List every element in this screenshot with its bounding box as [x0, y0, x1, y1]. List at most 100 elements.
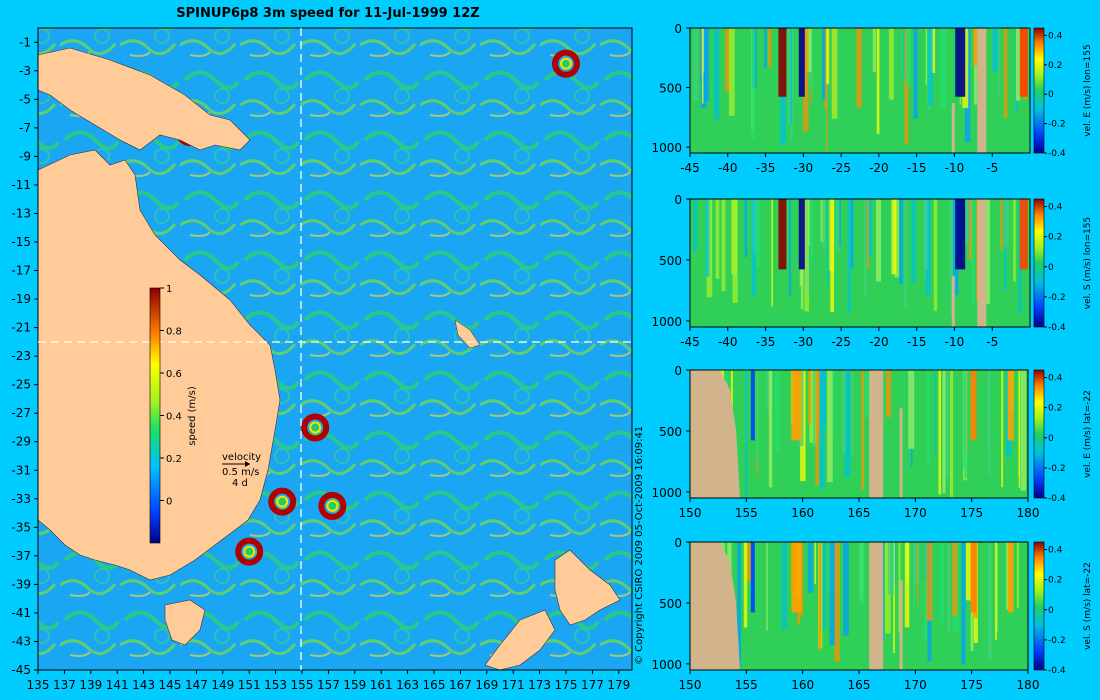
map-x-tick-label: 155 [291, 678, 314, 692]
section-jet [791, 370, 802, 441]
section-land [977, 199, 987, 327]
velocity-colorbar-tick-label: -0.2 [1048, 636, 1066, 646]
section-stripe [898, 199, 903, 284]
map-y-tick-label: -37 [11, 549, 31, 563]
section-stripe [790, 28, 793, 126]
section-panel-section-south-lon155: -45 -40 -35 -30 -25 -20 -15 -10 -5 0 500 1000 0.4 0.2… [651, 193, 1093, 349]
section-stripe [952, 542, 958, 616]
velocity-colorbar-tick-label: 0.4 [1048, 203, 1063, 213]
section-x-tick-label: 150 [679, 506, 702, 520]
velocity-key-arrowhead [245, 461, 250, 467]
section-x-tick-label: -30 [794, 335, 814, 349]
section-stripe [866, 199, 869, 269]
section-x-tick-label: 155 [735, 506, 758, 520]
section-stripe [766, 370, 771, 411]
map-y-tick-label: -27 [11, 406, 31, 420]
section-stripe [827, 199, 829, 284]
section-stripe [781, 542, 787, 630]
section-land [869, 542, 884, 670]
section-stripe [904, 542, 910, 628]
section-stripe [987, 542, 992, 661]
section-stripe [882, 542, 885, 641]
section-stripe [928, 28, 933, 106]
map-y-tick-label: -41 [11, 606, 31, 620]
velocity-colorbar-tick-label: 0.2 [1048, 61, 1062, 71]
section-jet [1019, 199, 1028, 270]
section-stripe [933, 199, 938, 312]
map-y-tick-label: -25 [11, 378, 31, 392]
section-stripe [968, 199, 972, 260]
map-y-tick-label: -5 [19, 92, 31, 106]
section-stripe [985, 199, 990, 304]
section-stripe [894, 199, 900, 278]
section-stripe [810, 199, 813, 263]
map-y-tick-label: -35 [11, 520, 31, 534]
section-stripe [965, 542, 972, 601]
velocity-colorbar-tick-label: -0.2 [1048, 464, 1066, 474]
section-stripe [906, 28, 911, 85]
section-stripe [861, 370, 865, 491]
map-x-tick-label: 167 [449, 678, 472, 692]
section-jet [970, 370, 977, 441]
section-stripe [705, 199, 710, 277]
section-stripe [913, 542, 915, 610]
section-stripe [822, 542, 827, 629]
section-x-tick-label: 160 [791, 678, 814, 692]
map-x-tick-label: 145 [159, 678, 182, 692]
section-stripe [1013, 199, 1016, 282]
section-x-tick-label: 180 [1017, 678, 1040, 692]
section-stripe [1015, 28, 1021, 101]
section-stripe [835, 199, 841, 254]
eddy-ring [235, 537, 264, 566]
section-x-tick-label: -40 [718, 161, 738, 175]
section-stripe [973, 28, 978, 66]
section-stripe [831, 28, 838, 119]
velocity-colorbar-tick-label: 0 [1048, 434, 1054, 444]
section-stripe [818, 542, 822, 651]
section-jet [970, 542, 977, 613]
velocity-colorbar-tick-label: 0.2 [1048, 576, 1062, 586]
speed-colorbar-tick-label: 0 [166, 497, 172, 508]
section-y-tick-label: 1000 [651, 315, 682, 329]
speed-colorbar-tick-label: 0.4 [166, 412, 182, 423]
section-stripe [751, 28, 756, 139]
section-stripe [728, 28, 735, 116]
map-x-tick-label: 165 [423, 678, 446, 692]
section-stripe [808, 199, 810, 246]
velocity-colorbar-tick-label: 0.2 [1048, 404, 1062, 414]
map-x-tick-label: 141 [106, 678, 129, 692]
velocity-colorbar-tick-label: -0.2 [1048, 120, 1066, 130]
section-jet [798, 28, 805, 97]
section-stripe [731, 199, 737, 275]
section-y-tick-label: 0 [674, 22, 682, 36]
section-x-tick-label: -45 [680, 335, 700, 349]
section-stripe [822, 199, 826, 251]
section-jet [778, 199, 787, 270]
section-stripe [859, 542, 865, 603]
section-jet [1007, 370, 1014, 441]
section-stripe [883, 370, 886, 424]
section-x-tick-label: 150 [679, 678, 702, 692]
map-y-tick-label: -39 [11, 577, 31, 591]
section-stripe [819, 370, 825, 490]
eddy-ring [301, 413, 330, 442]
map-x-tick-label: 139 [79, 678, 102, 692]
section-stripe [834, 542, 840, 662]
section-x-tick-label: -10 [945, 161, 965, 175]
section-stripe [771, 199, 773, 307]
section-x-tick-label: -45 [680, 161, 700, 175]
section-stripe [864, 370, 870, 418]
section-x-tick-label: -15 [907, 335, 927, 349]
section-stripe [964, 199, 969, 243]
section-stripe [942, 370, 946, 494]
map-x-tick-label: 179 [607, 678, 630, 692]
section-jet [1007, 542, 1014, 613]
velocity-colorbar [1033, 369, 1045, 499]
section-stripe [807, 542, 814, 593]
section-y-tick-label: 500 [659, 425, 682, 439]
section-stripe [943, 370, 950, 477]
section-stripe [766, 542, 768, 631]
section-stripe [995, 542, 997, 640]
velocity-colorbar-tick-label: 0.2 [1048, 233, 1062, 243]
section-stripe [756, 370, 759, 458]
